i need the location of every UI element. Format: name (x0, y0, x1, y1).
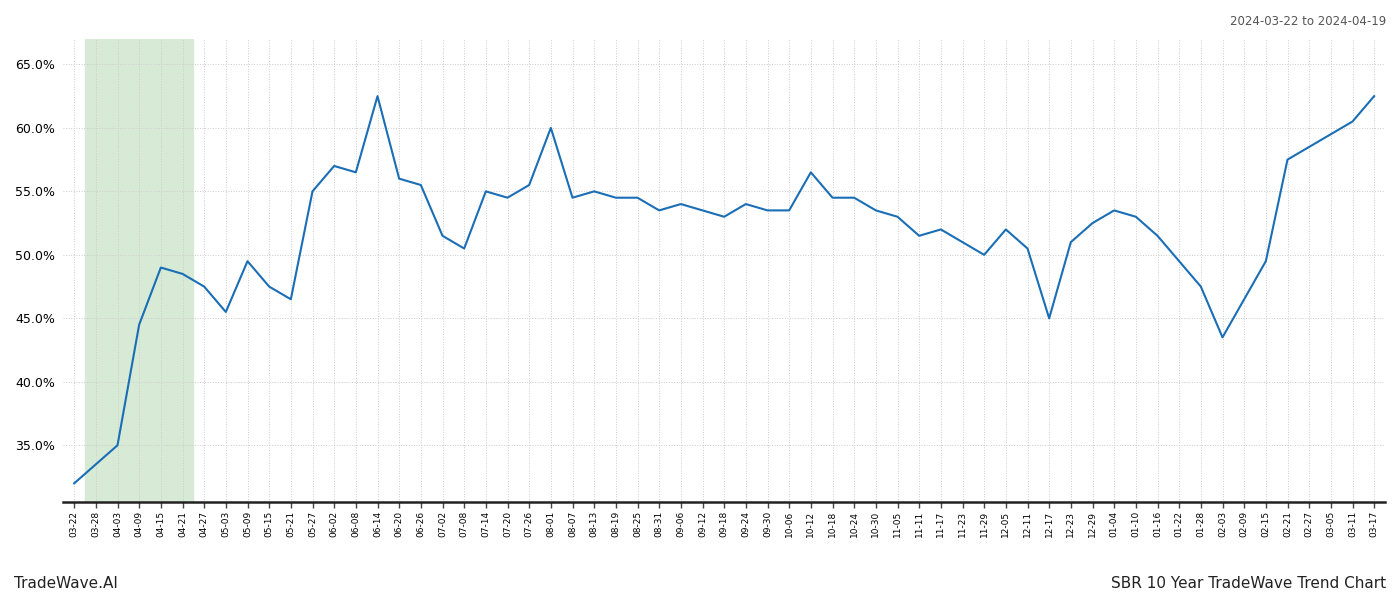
Text: 2024-03-22 to 2024-04-19: 2024-03-22 to 2024-04-19 (1229, 15, 1386, 28)
Bar (85, 39, 193, 502)
Text: TradeWave.AI: TradeWave.AI (14, 576, 118, 591)
Text: SBR 10 Year TradeWave Trend Chart: SBR 10 Year TradeWave Trend Chart (1110, 576, 1386, 591)
